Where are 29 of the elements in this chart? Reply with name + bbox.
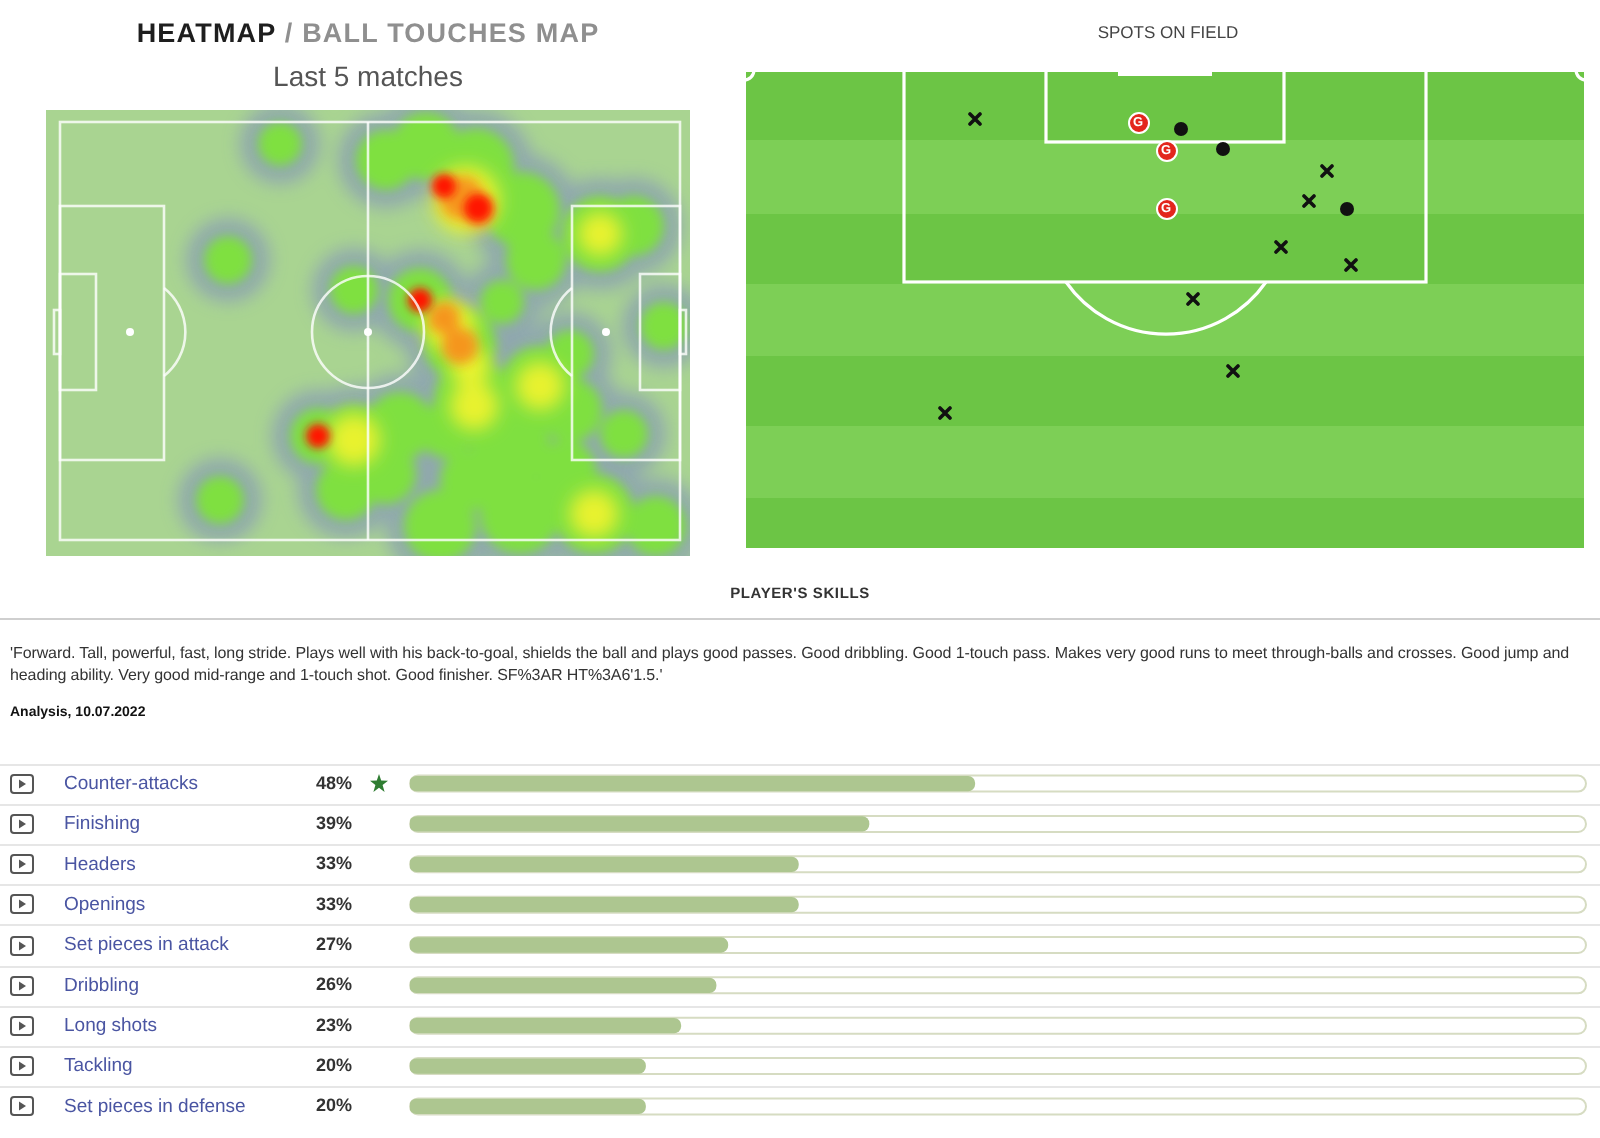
bar xyxy=(410,937,729,953)
y-tick-label: Long shots xyxy=(64,1014,158,1037)
y-tick-label: Dribbling xyxy=(64,974,139,997)
text: 'Forward. Tall, powerful, fast, long stride. Plays well with his back-to-goal, shields the ball and plays good passes. Good dribbling. Good 1-touch pass. Makes very good runs to meet through-balls and crosses. Good jump and heading ability. Very good mid-range and 1-touch shot. Good finisher. SF%3AR HT%3A6'1.5.' xyxy=(10,642,1572,686)
bar xyxy=(410,1058,646,1074)
data-label: 20% xyxy=(316,1055,353,1076)
y-tick-label: Finishing xyxy=(64,813,141,836)
y-tick-label: Set pieces in attack xyxy=(64,934,230,957)
data-label: 27% xyxy=(316,933,353,954)
data-label: 23% xyxy=(316,1014,353,1035)
data-label: 33% xyxy=(316,853,353,874)
bar xyxy=(410,896,799,913)
text: SPOTS ON FIELD xyxy=(1095,22,1241,42)
data-label: 48% xyxy=(316,772,353,793)
y-tick-label: Counter-attacks xyxy=(64,772,199,795)
y-tick-label: Set pieces in defense xyxy=(64,1095,246,1118)
y-tick-label: Headers xyxy=(64,853,137,876)
bar xyxy=(410,856,799,872)
text: Last 5 matches xyxy=(271,60,465,92)
bar xyxy=(410,1018,682,1034)
data-label: 26% xyxy=(316,974,353,995)
y-tick-label: Openings xyxy=(64,893,146,916)
bar xyxy=(410,1098,646,1115)
data-label: 20% xyxy=(316,1095,353,1116)
text: HEATMAP / BALL TOUCHES MAP xyxy=(136,18,600,48)
data-label: 33% xyxy=(316,893,353,914)
bar xyxy=(410,977,717,994)
y-tick-label: Tackling xyxy=(64,1055,133,1078)
data-label: 39% xyxy=(316,812,353,833)
